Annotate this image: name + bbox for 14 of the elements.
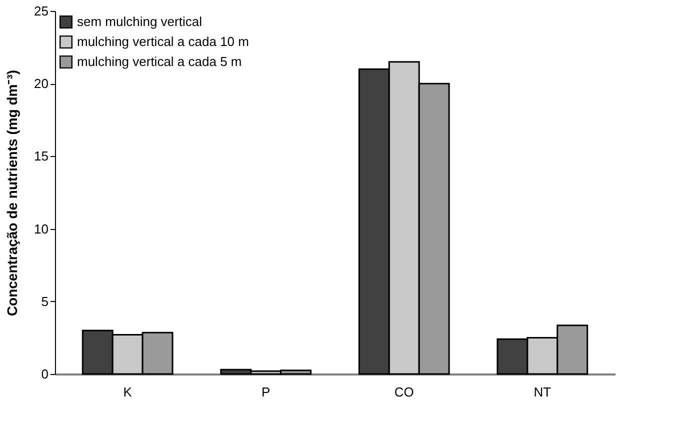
- legend-label: mulching vertical a cada 10 m: [77, 34, 249, 49]
- x-tick-label: P: [262, 384, 270, 400]
- legend-label: mulching vertical a cada 5 m: [77, 54, 242, 69]
- y-tick-label: 20: [34, 76, 48, 92]
- x-tick-label: NT: [534, 384, 552, 400]
- y-tick-label: 10: [34, 221, 48, 236]
- x-tick-label: CO: [394, 384, 414, 400]
- legend-label: sem mulching vertical: [77, 14, 202, 29]
- y-tick-label: 5: [41, 294, 48, 309]
- y-tick-label: 15: [34, 148, 48, 164]
- y-tick-label: 25: [34, 4, 48, 18]
- x-tick-label: K: [123, 384, 132, 400]
- y-axis-title: Concentração de nutrients (mg dm⁻³): [4, 70, 20, 316]
- y-tick-label: 0: [41, 366, 48, 382]
